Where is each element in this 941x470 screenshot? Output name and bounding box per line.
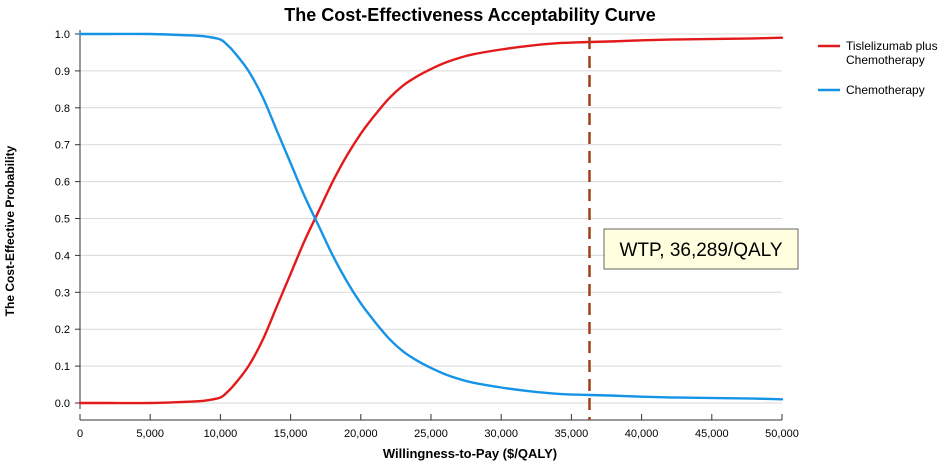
wtp-threshold: WTP, 36,289/QALY — [588, 37, 799, 420]
y-tick-label: 0.7 — [55, 140, 70, 152]
x-tick-label: 30,000 — [484, 428, 518, 440]
wtp-annotation-box — [603, 228, 799, 270]
x-tick-label: 20,000 — [344, 428, 378, 440]
x-tick-label: 0 — [77, 428, 83, 440]
legend-label-chemotherapy: Chemotherapy — [846, 83, 925, 97]
y-tick-label: 0.8 — [55, 103, 70, 115]
x-tick-label: 25,000 — [414, 428, 448, 440]
y-tick-label: 0.0 — [55, 398, 70, 410]
data-series — [78, 32, 784, 405]
y-tick-label: 0.1 — [55, 361, 70, 373]
y-tick-label: 0.5 — [55, 214, 70, 226]
x-tick-label: 5,000 — [136, 428, 164, 440]
y-tick-label: 1.0 — [55, 29, 70, 41]
x-tick-label: 50,000 — [765, 428, 799, 440]
y-tick-label: 0.3 — [55, 287, 70, 299]
wtp-annotation-label: WTP, 36,289/QALY — [620, 240, 783, 261]
x-tick-label: 40,000 — [625, 428, 659, 440]
x-tick-label: 10,000 — [204, 428, 238, 440]
x-tick-label: 15,000 — [274, 428, 308, 440]
grid-lines — [80, 33, 782, 404]
x-tick-label: 35,000 — [555, 428, 589, 440]
legend: Tislelizumab plusChemotherapyChemotherap… — [818, 39, 938, 97]
series-line-tislelizumab-plus-chemotherapy — [78, 36, 784, 405]
y-axis-label: The Cost-Effective Probability — [3, 145, 17, 316]
y-tick-label: 0.6 — [55, 177, 70, 189]
chart-title: The Cost-Effectiveness Acceptability Cur… — [284, 5, 655, 25]
series-line-chemotherapy — [78, 32, 784, 401]
y-tick-label: 0.4 — [55, 250, 70, 262]
x-axis-label: Willingness-to-Pay ($/QALY) — [383, 446, 557, 461]
legend-label-tislelizumab-plus-chemotherapy: Chemotherapy — [846, 53, 925, 67]
x-tick-label: 45,000 — [695, 428, 729, 440]
legend-label-tislelizumab-plus-chemotherapy: Tislelizumab plus — [846, 39, 938, 53]
y-tick-label: 0.2 — [55, 324, 70, 336]
y-tick-label: 0.9 — [55, 66, 70, 78]
axes: 0.0 0.1 0.2 0.3 0.4 0.5 0.6 0.7 0.8 0.9 1.0 0 5,000 1… — [55, 29, 799, 440]
